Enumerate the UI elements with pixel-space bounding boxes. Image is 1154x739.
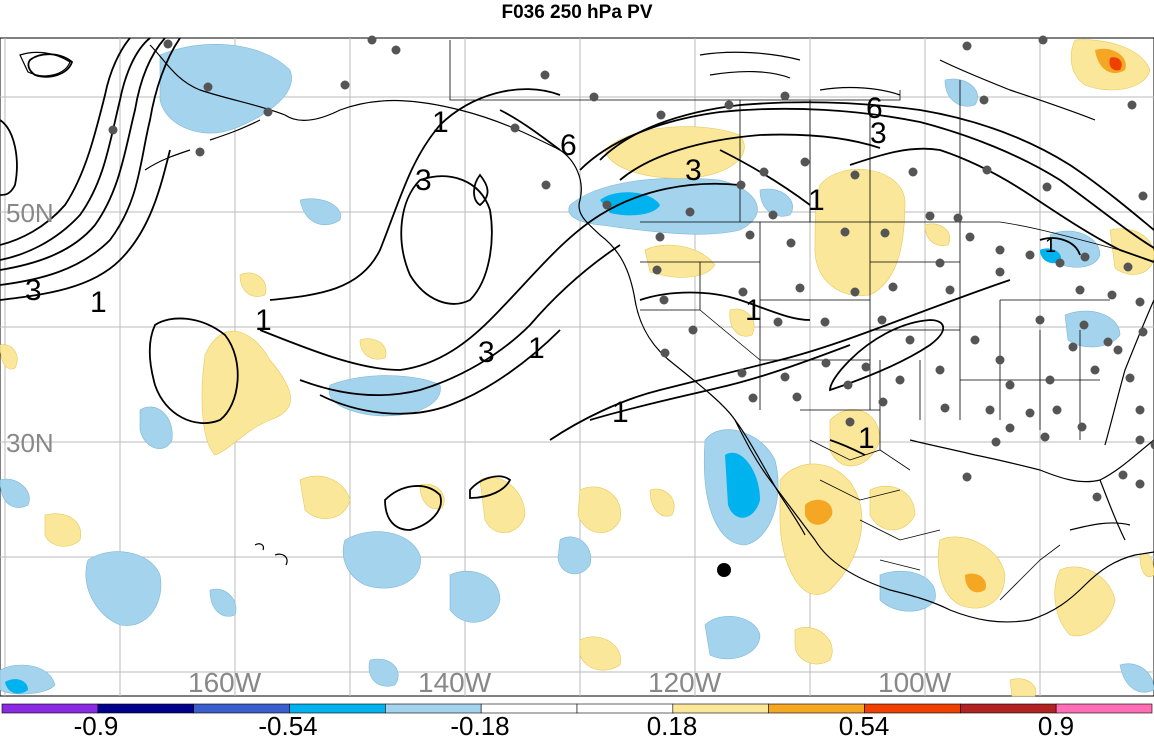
contour-labels: 3 1 1 3 1 6 3 1 3 1 6 3 1 1 1 1 [25,92,1056,455]
lon-label-140w: 140W [418,667,492,698]
contour-label-6: 6 [560,129,577,162]
contour-label-1: 1 [528,332,545,365]
lat-label-30n: 30N [6,428,54,458]
colorbar-label: -0.9 [74,711,119,739]
contour-label-1: 1 [432,106,449,139]
contour-label-1: 1 [90,286,107,319]
lon-label-160w: 160W [188,667,262,698]
contour-label-1: 1 [808,184,825,217]
colorbar-bin [1055,703,1153,714]
contour-label-1: 1 [1045,235,1056,257]
colorbar-labels: -0.9 -0.54 -0.18 0.18 0.54 0.9 [74,711,1074,739]
contour-label-3: 3 [870,117,887,150]
colorbar [1,703,1153,714]
marker-dot [717,563,731,577]
contour-label-1: 1 [745,294,762,327]
lon-label-120w: 120W [648,667,722,698]
contour-label-1: 1 [255,304,272,337]
chart-title: F036 250 hPa PV [501,2,653,23]
colorbar-label: 0.9 [1038,711,1074,739]
contour-label-6: 6 [866,92,883,125]
lat-label-50n: 50N [6,198,54,228]
lon-label-100w: 100W [878,667,952,698]
coastlines [19,44,1154,623]
strong-negative-anomalies [5,192,1061,694]
station-dots [108,35,1154,502]
contour-label-3: 3 [478,336,495,369]
contour-label-3: 3 [25,274,42,307]
colorbar-label: 0.54 [839,711,890,739]
max-positive-anomalies [1109,57,1122,71]
contour-label-1: 1 [858,422,875,455]
contour-label-1: 1 [612,396,629,429]
colorbar-label: -0.18 [450,711,509,739]
contour-label-3: 3 [685,154,702,187]
positive-anomalies [0,39,1154,697]
colorbar-label: -0.54 [258,711,317,739]
pv-contours [0,37,1154,531]
contour-label-3: 3 [415,164,432,197]
colorbar-label: 0.18 [647,711,698,739]
